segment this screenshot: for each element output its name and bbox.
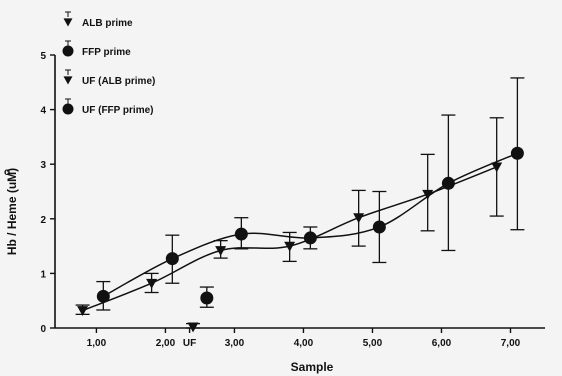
legend-marker <box>63 18 73 27</box>
y-ticks: 0 1 2 3 4 5 <box>40 51 55 335</box>
y-tick-label: 5 <box>40 51 46 62</box>
data-point <box>215 246 227 256</box>
x-tick-label: 2,00 <box>156 338 176 349</box>
data-point <box>96 289 110 303</box>
data-point <box>77 306 89 317</box>
y-tick-label: 0 <box>40 324 46 335</box>
legend-item: UF (ALB prime) <box>63 69 155 87</box>
data-point <box>441 176 455 190</box>
x-tick-label: 7,00 <box>501 338 521 349</box>
legend-item: UF (FFP prime) <box>62 98 153 116</box>
y-axis-title: Hb / Heme (uM) <box>5 168 19 255</box>
legend-label: UF (FFP prime) <box>82 105 153 116</box>
series-2 <box>186 322 201 333</box>
legend-item: FFP prime <box>62 40 131 58</box>
legend-marker <box>62 103 74 115</box>
x-tick-label: 1,00 <box>87 338 107 349</box>
x-tick-label: 6,00 <box>432 338 452 349</box>
series-3 <box>199 286 214 308</box>
y-tick-label: 4 <box>40 106 46 117</box>
data-point <box>234 227 248 241</box>
series-0 <box>75 117 504 317</box>
data-point <box>353 213 365 224</box>
x-tick-label: 5,00 <box>363 338 383 349</box>
x-axis-title: Sample <box>291 360 334 374</box>
legend-marker <box>62 45 74 57</box>
data-point <box>422 189 434 200</box>
data-point <box>146 278 158 289</box>
y-tick-label: 1 <box>40 269 46 280</box>
legend-marker <box>63 76 73 85</box>
data-point <box>303 231 317 245</box>
data-point <box>491 162 503 173</box>
x-tick-label: 4,00 <box>294 338 314 349</box>
legend: ALB prime FFP prime UF (ALB prime) UF (FFP … <box>62 11 155 116</box>
y-tick-label: 2 <box>40 215 46 226</box>
data-point <box>284 241 296 252</box>
data-point <box>200 291 214 305</box>
legend-label: ALB prime <box>82 18 133 29</box>
x-tick-label: 3,00 <box>225 338 245 349</box>
y-axis-title-mark: o <box>4 167 10 178</box>
data-point <box>187 322 199 333</box>
y-tick-label: 3 <box>40 160 46 171</box>
data-point <box>372 220 386 234</box>
axes <box>54 55 545 329</box>
legend-item: ALB prime <box>63 11 133 29</box>
legend-label: FFP prime <box>82 47 131 58</box>
series-1 <box>96 77 525 311</box>
data-point <box>510 146 524 160</box>
series <box>75 77 525 333</box>
x-ticks: 1,00 2,00 UF 3,00 4,00 5,00 6,00 7,00 <box>87 328 521 349</box>
legend-label: UF (ALB prime) <box>82 76 155 87</box>
data-point <box>165 252 179 266</box>
x-tick-label: UF <box>183 338 196 349</box>
